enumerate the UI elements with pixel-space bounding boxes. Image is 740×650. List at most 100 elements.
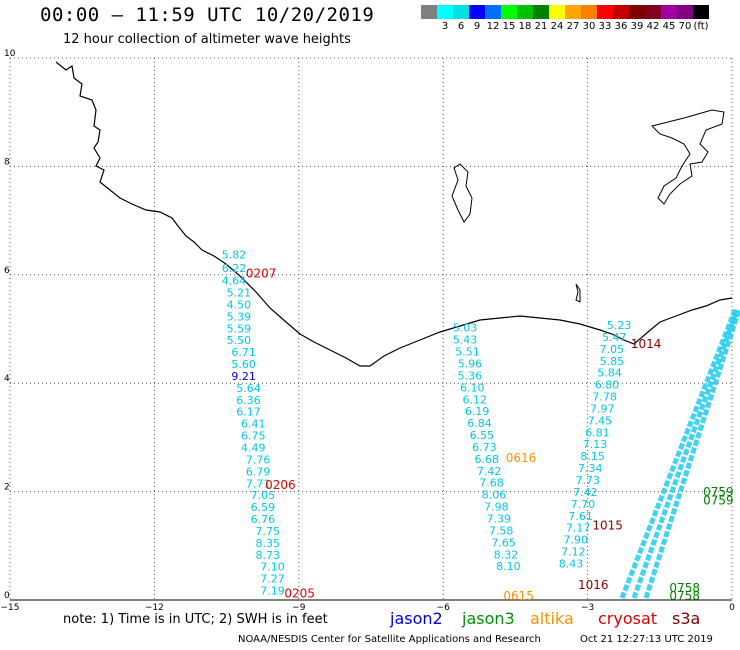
page-title: 00:00 – 11:59 UTC 10/20/2019 (40, 4, 375, 26)
wave-height-label: 7.68 (479, 477, 504, 490)
wave-height-label: 7.78 (592, 391, 617, 404)
island-2 (651, 109, 725, 205)
pass-time-label: 0758 (669, 589, 700, 603)
wave-height-label: 6.81 (585, 426, 610, 439)
coastline-main (55, 61, 733, 367)
y-tick-label: 4 (4, 374, 10, 384)
pass-time-label: 0759 (703, 494, 734, 508)
wave-height-label: 5.36 (458, 369, 483, 382)
wave-height-label: 5.23 (607, 319, 632, 332)
page-subtitle: 12 hour collection of altimeter wave hei… (63, 32, 351, 47)
y-tick-label: 10 (4, 49, 16, 59)
x-tick-label: −15 (1, 603, 20, 613)
color-swatch (485, 5, 501, 19)
pass-time-label: 0616 (506, 451, 537, 465)
wave-height-label: 5.43 (453, 334, 478, 347)
pass-time-label: 0205 (284, 586, 315, 600)
footer-note: note: 1) Time is in UTC; 2) SWH is in fe… (63, 612, 328, 627)
color-scale-label: 39 (630, 21, 644, 32)
wave-height-label: 8.06 (482, 489, 507, 502)
wave-height-label: 4.64 (222, 275, 247, 288)
wave-height-label: 6.22 (222, 262, 247, 275)
wave-height-label: 8.43 (559, 557, 584, 570)
color-scale-label: 27 (566, 21, 580, 32)
wave-height-label: 7.97 (590, 402, 615, 415)
color-scale-label: 3 (441, 21, 449, 32)
wave-height-label: 5.03 (453, 322, 478, 335)
color-scale-label: (ft) (693, 21, 709, 32)
wave-height-label: 6.10 (460, 381, 485, 394)
color-scale-label: 36 (614, 21, 628, 32)
s3a-track (631, 309, 740, 599)
wave-height-label: 7.61 (568, 510, 593, 523)
wave-height-label: 5.64 (236, 382, 261, 395)
wave-height-label: 7.42 (573, 486, 598, 499)
y-tick-label: 2 (4, 483, 10, 493)
wave-height-label: 7.39 (487, 512, 512, 525)
wave-height-label: 5.60 (231, 358, 256, 371)
color-swatch (677, 5, 693, 19)
wave-height-label: 7.76 (246, 453, 271, 466)
color-swatch (517, 5, 533, 19)
wave-height-label: 7.19 (260, 585, 285, 598)
legend-item-cryosat: cryosat (598, 609, 658, 628)
wave-height-label: 7.75 (255, 525, 279, 538)
wave-height-label: 5.82 (222, 249, 247, 262)
y-tick-label: 0 (4, 591, 10, 601)
color-swatch (565, 5, 581, 19)
wave-height-label: 7.13 (583, 438, 608, 451)
y-tick-label: 6 (4, 266, 10, 276)
x-tick-label: −12 (145, 603, 164, 613)
wave-height-label: 7.12 (561, 546, 586, 559)
color-swatch (629, 5, 645, 19)
s3a-track (643, 309, 740, 599)
wave-height-label: 4.49 (241, 441, 265, 454)
color-scale-label: 12 (486, 21, 500, 32)
wave-height-label: 8.15 (580, 450, 605, 463)
color-scale-label: 24 (550, 21, 564, 32)
wave-height-label: 7.58 (489, 524, 513, 537)
wave-height-label: 6.75 (241, 430, 265, 443)
wave-height-label: 5.21 (227, 286, 252, 299)
wave-height-label: 8.10 (496, 560, 521, 573)
wave-height-label: 5.59 (227, 322, 252, 335)
wave-height-label: 6.36 (236, 394, 261, 407)
color-scale-label: 70 (678, 21, 692, 32)
color-scale-label: 21 (534, 21, 548, 32)
wave-height-label: 5.50 (227, 334, 252, 347)
wave-height-label: 6.41 (241, 418, 265, 431)
color-swatch (453, 5, 469, 19)
x-tick-label: −9 (292, 603, 306, 613)
color-swatch (661, 5, 677, 19)
wave-height-label: 8.32 (494, 548, 519, 561)
pass-time-label: 1015 (592, 519, 623, 533)
wave-height-label: 6.84 (467, 417, 492, 430)
wave-height-label: 5.84 (597, 367, 622, 380)
legend-item-jason2: jason2 (390, 609, 443, 628)
pass-time-label: 0615 (503, 589, 534, 603)
wave-height-label: 5.47 (602, 331, 627, 344)
wave-height-label: 9.21 (231, 370, 256, 383)
color-swatch (501, 5, 517, 19)
wave-height-label: 7.98 (484, 501, 509, 514)
color-swatch (437, 5, 453, 19)
wave-height-label: 7.34 (578, 462, 603, 475)
wave-height-label: 7.05 (600, 343, 625, 356)
wave-height-label: 5.96 (458, 357, 483, 370)
wave-height-label: 7.73 (576, 474, 601, 487)
wave-height-label: 6.73 (472, 441, 497, 454)
pass-time-label: 0759 (703, 485, 734, 499)
wave-height-label: 7.90 (564, 534, 589, 547)
generated-timestamp: Oct 21 12:27:13 UTC 2019 (580, 634, 713, 645)
color-scale-label: 33 (598, 21, 612, 32)
color-scale-label: 45 (662, 21, 676, 32)
color-scale-label: 30 (582, 21, 596, 32)
color-swatch (597, 5, 613, 19)
wave-height-label: 7.05 (251, 489, 276, 502)
wave-height-label: 4.50 (227, 298, 252, 311)
pass-time-label: 0758 (669, 581, 700, 595)
color-swatch (549, 5, 565, 19)
color-swatch (533, 5, 549, 19)
wave-height-label: 6.79 (246, 465, 271, 478)
wave-height-label: 5.51 (455, 346, 480, 359)
